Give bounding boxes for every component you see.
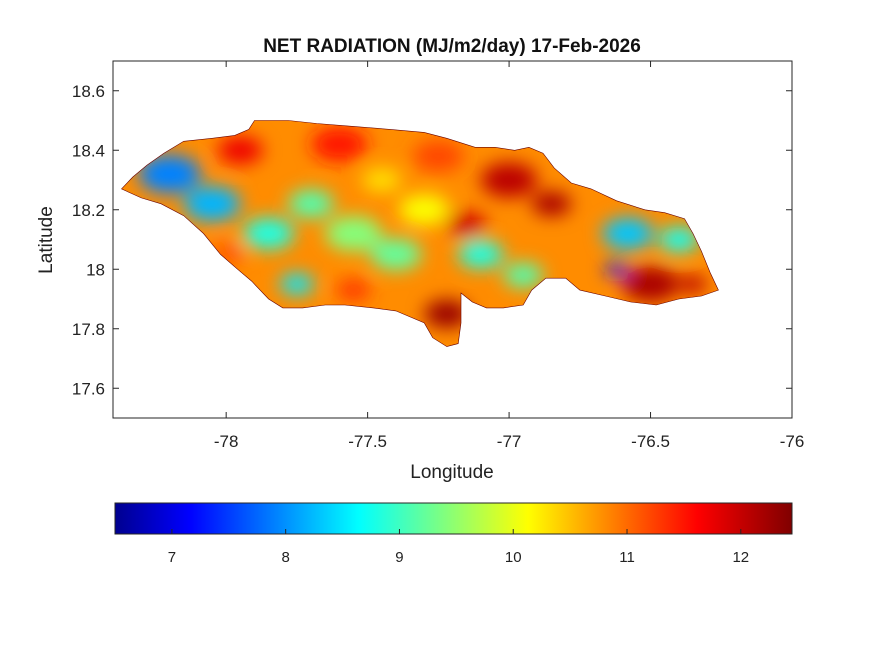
field-blob [243, 217, 295, 250]
field-blob [217, 136, 263, 165]
field-blob [325, 216, 382, 252]
y-tick-label: 17.8 [72, 320, 105, 339]
field-blob [531, 191, 572, 217]
field-blob [370, 238, 422, 271]
y-tick-label: 18.2 [72, 201, 105, 220]
colorbar [114, 502, 793, 535]
x-tick-label: -78 [214, 432, 239, 451]
field-blob [602, 217, 654, 250]
x-tick-label: -77.5 [348, 432, 387, 451]
x-tick-label: -77 [497, 432, 522, 451]
field-blob [288, 189, 334, 218]
y-axis-ticks: 17.6 17.8 18 18.2 18.4 18.6 [72, 82, 792, 398]
colorbar-tick-label: 8 [282, 549, 290, 566]
field-blob [412, 140, 464, 172]
field-blob [183, 186, 241, 222]
field-blob [361, 167, 402, 193]
x-tick-label: -76.5 [631, 432, 670, 451]
x-tick-label: -76 [780, 432, 805, 451]
island-outline [120, 120, 719, 347]
y-axis-label: Latitude [36, 206, 57, 274]
field-blob [605, 262, 628, 277]
field-blob [311, 126, 368, 162]
y-tick-label: 17.6 [72, 379, 105, 398]
field-blob [446, 212, 487, 237]
field-blob [480, 162, 538, 198]
field-blob [398, 193, 450, 226]
field-blob [503, 262, 544, 288]
colorbar-tick-label: 10 [505, 549, 522, 566]
x-axis-ticks: -78 -77.5 -77 -76.5 -76 [214, 61, 804, 451]
colorbar-tick-label: 9 [395, 549, 403, 566]
colorbar-tick-label: 11 [619, 549, 635, 566]
y-tick-label: 18.6 [72, 82, 105, 101]
colorbar-ticks: 7 8 9 10 11 12 [168, 529, 749, 566]
field-blobs [138, 126, 708, 328]
field-blob [138, 154, 201, 194]
field-blob [659, 227, 699, 252]
field-blob [424, 299, 470, 328]
y-tick-label: 18.4 [72, 141, 105, 160]
chart-title: NET RADIATION (MJ/m2/day) 17-Feb-2026 [263, 36, 641, 57]
field-blob [622, 266, 679, 302]
field-blob [336, 279, 371, 301]
x-axis-label: Longitude [410, 462, 493, 483]
field-blob [279, 273, 314, 295]
colorbar-tick-label: 7 [168, 549, 176, 566]
colorbar-tick-label: 12 [732, 549, 749, 566]
y-tick-label: 18 [86, 260, 105, 279]
field-blob [678, 275, 708, 293]
field-blob [458, 240, 504, 269]
